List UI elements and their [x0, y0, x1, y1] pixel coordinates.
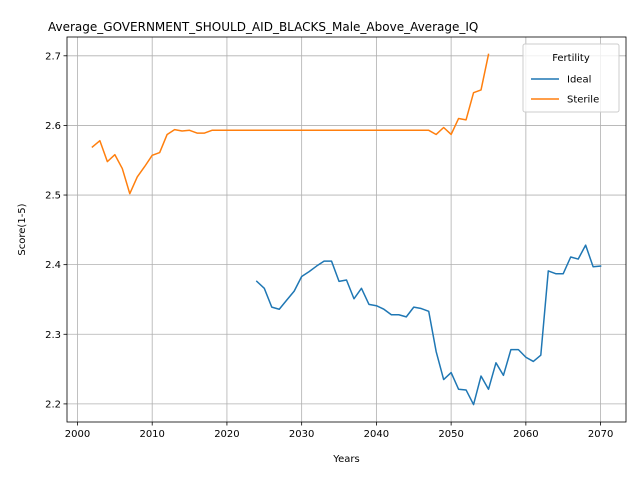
series-layer — [91, 53, 602, 406]
x-axis-label: Years — [332, 454, 359, 465]
x-tick-label: 2030 — [289, 429, 314, 440]
series-line-sterile — [91, 53, 490, 195]
series-line-ideal — [255, 244, 602, 406]
axis-ticks: 2000 2010 2020 2030 2040 2050 2060 2070 2.2 2.3 2.… — [45, 51, 613, 440]
legend: Fertility Ideal Sterile — [522, 43, 620, 113]
x-tick-label: 2070 — [588, 429, 613, 440]
legend-label-ideal: Ideal — [567, 75, 591, 86]
legend-title: Fertility — [552, 53, 590, 64]
y-tick-label: 2.2 — [45, 399, 61, 410]
x-tick-label: 2000 — [65, 429, 90, 440]
x-tick-label: 2020 — [214, 429, 239, 440]
legend-items: Ideal Sterile — [531, 75, 599, 106]
legend-label-sterile: Sterile — [567, 95, 599, 106]
y-tick-label: 2.5 — [45, 191, 61, 202]
x-tick-label: 2010 — [139, 429, 164, 440]
x-tick-label: 2060 — [513, 429, 538, 440]
plot-frame — [66, 36, 627, 423]
y-tick-label: 2.4 — [45, 260, 61, 271]
x-tick-label: 2040 — [364, 429, 389, 440]
chart-title: Average_GOVERNMENT_SHOULD_AID_BLACKS_Mal… — [48, 20, 478, 34]
y-tick-label: 2.3 — [45, 330, 61, 341]
y-tick-label: 2.7 — [45, 51, 61, 62]
legend-box — [522, 43, 620, 113]
y-axis-label: Score(1-5) — [17, 203, 28, 255]
x-tick-label: 2050 — [438, 429, 463, 440]
y-tick-label: 2.6 — [45, 121, 61, 132]
